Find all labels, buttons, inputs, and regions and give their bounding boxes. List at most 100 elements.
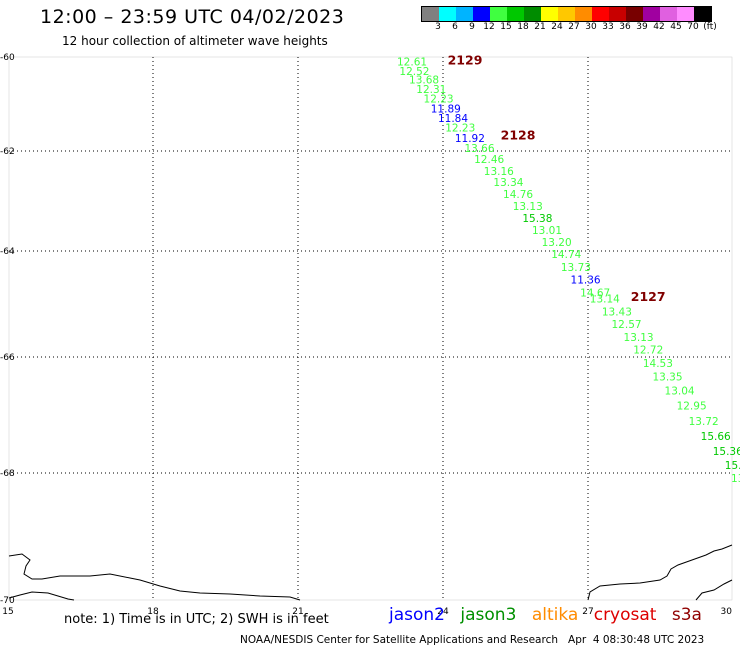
map-frame: [8, 56, 733, 601]
map-subtitle: 12 hour collection of altimeter wave hei…: [62, 34, 328, 48]
wave-height-value: 15.36: [713, 446, 740, 458]
colorbar-swatch: [541, 7, 558, 21]
colorbar-label: 27: [568, 22, 580, 32]
wave-height-value: 13.35: [652, 372, 682, 384]
wave-height-value: 12.23: [445, 123, 475, 135]
colorbar-swatch: [507, 7, 524, 21]
latitude-label: -62: [0, 147, 15, 157]
wave-height-value: 13.34: [493, 177, 523, 189]
wave-height-observations: 12.6112.5213.6812.3112.2311.8911.8412.23…: [397, 57, 740, 485]
mission-legend: jason2 jason3 altika cryosat s3a: [389, 605, 702, 625]
colorbar-swatch: [575, 7, 592, 21]
mission-jason3: jason3: [460, 605, 517, 625]
latitude-label: -66: [0, 353, 15, 363]
wave-height-value: 13.20: [542, 237, 572, 249]
wave-height-value: 13.13: [624, 332, 654, 344]
wave-height-value: 12.31: [416, 84, 446, 96]
longitude-label: 27: [582, 607, 593, 617]
colorbar-label: 9: [469, 22, 475, 32]
wave-height-value: 11.36: [571, 275, 601, 287]
wave-height-value: 11.89: [431, 104, 461, 116]
wave-height-value: 12.52: [399, 66, 429, 78]
wave-height-value: 13.68: [409, 75, 439, 87]
colorbar-swatch: [677, 7, 694, 21]
colorbar-swatch: [439, 7, 456, 21]
wave-height-value: 13.04: [665, 386, 695, 398]
wave-height-value: 12.95: [677, 401, 707, 413]
wave-height-value: 13.16: [484, 166, 514, 178]
colorbar-swatch: [626, 7, 643, 21]
colorbar-swatch: [473, 7, 490, 21]
colorbar-label: 21: [534, 22, 546, 32]
wave-height-value: 13: [731, 473, 740, 485]
colorbar-label: 45: [670, 22, 682, 32]
colorbar-swatch: [490, 7, 507, 21]
pass-number: 2128: [501, 128, 536, 143]
wave-height-value: 15.38: [522, 213, 552, 225]
colorbar-swatch: [660, 7, 677, 21]
coastline: [8, 544, 733, 601]
colorbar-label: 6: [452, 22, 458, 32]
pass-labels: 2129 2128 2127: [448, 52, 666, 304]
colorbar-labels: 3 6 9 12 15 18 21 24 27 30 33 36 39 42 45 70 (ft): [421, 22, 740, 34]
wave-height-value: 13.66: [464, 143, 494, 155]
colorbar-label: 70: [687, 22, 699, 32]
mission-jason2: jason2: [389, 605, 445, 625]
wave-height-value: 13.73: [561, 262, 591, 274]
longitude-label: 15: [2, 607, 13, 617]
wave-height-value: 12.57: [612, 319, 642, 331]
wave-height-value: 12.72: [633, 345, 663, 357]
colorbar-swatch: [558, 7, 575, 21]
colorbar-swatch: [694, 7, 711, 21]
longitude-label: 18: [147, 607, 159, 617]
pass-number: 2127: [631, 289, 666, 304]
wave-height-value: 14.67: [580, 287, 610, 299]
colorbar-swatch: [422, 7, 439, 21]
wave-height-value: 15.6: [725, 460, 740, 472]
latitude-label: -68: [0, 469, 15, 479]
wave-height-value: 12.61: [397, 57, 427, 69]
colorbar-label: 33: [602, 22, 614, 32]
wave-height-value: 13.72: [689, 416, 719, 428]
colorbar-swatch: [524, 7, 541, 21]
colorbar-label: 42: [653, 22, 665, 32]
latitude-label: -64: [0, 247, 15, 257]
colorbar-label: 3: [435, 22, 441, 32]
mission-s3a: s3a: [671, 605, 702, 625]
wave-height-value: 13.14: [590, 294, 620, 306]
colorbar-label: 18: [517, 22, 529, 32]
wave-height-value: 15.66: [701, 431, 731, 443]
pass-number: 2129: [448, 52, 483, 67]
colorbar-label: 30: [585, 22, 597, 32]
wave-height-value: 13.01: [532, 225, 562, 237]
wave-height-value: 14.74: [551, 249, 581, 261]
wave-height-value: 14.76: [503, 189, 533, 201]
wave-height-value: 12.23: [424, 93, 454, 105]
mission-altika: altika: [531, 605, 579, 625]
colorbar-swatch: [592, 7, 609, 21]
colorbar-swatch: [643, 7, 660, 21]
latitude-label: -70: [0, 596, 15, 606]
longitude-label: 30: [721, 607, 733, 617]
wave-height-value: 13.13: [513, 201, 543, 213]
colorbar-label: (ft): [703, 22, 717, 32]
wave-height-colorbar: [421, 6, 712, 22]
wave-height-value: 11.84: [438, 113, 468, 125]
longitude-label: 21: [292, 607, 303, 617]
wave-height-value: 12.46: [474, 154, 504, 166]
colorbar-label: 24: [551, 22, 563, 32]
wave-height-value: 13.43: [602, 306, 632, 318]
latitude-label: -60: [0, 53, 15, 63]
wave-height-value: 14.53: [643, 358, 673, 370]
longitude-labels: 15 18 21 24 27 30: [2, 607, 732, 617]
colorbar-swatch: [609, 7, 626, 21]
map-title: 12:00 – 23:59 UTC 04/02/2023: [40, 6, 345, 28]
note-text: note: 1) Time is in UTC; 2) SWH is in fe…: [64, 612, 329, 627]
graticule: [9, 57, 732, 600]
colorbar-swatch: [456, 7, 473, 21]
colorbar-label: 15: [500, 22, 512, 32]
credit-line: NOAA/NESDIS Center for Satellite Applica…: [240, 634, 705, 646]
wave-height-value: 11.92: [455, 133, 485, 145]
colorbar-label: 12: [483, 22, 495, 32]
